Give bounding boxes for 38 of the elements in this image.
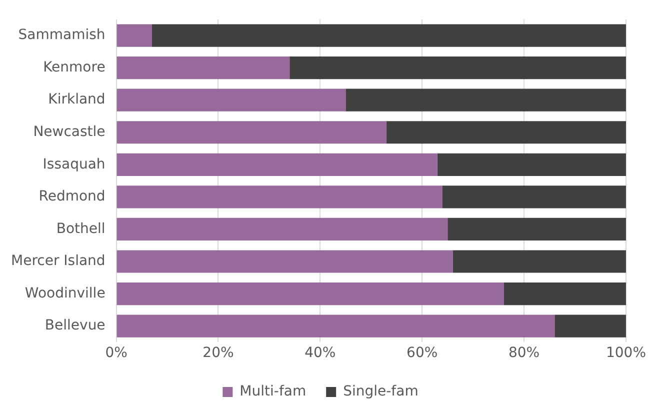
y-tick-label: Kenmore bbox=[43, 59, 106, 76]
bar bbox=[152, 24, 626, 47]
bar bbox=[290, 56, 626, 80]
y-tick-label: Issaquah bbox=[42, 156, 106, 172]
bar bbox=[116, 88, 346, 112]
bar bbox=[116, 250, 453, 273]
bar bbox=[116, 314, 555, 338]
y-tick-label: Mercer Island bbox=[10, 253, 106, 270]
y-tick-label: Newcastle bbox=[33, 124, 106, 140]
y-tick-label: Redmond bbox=[38, 188, 106, 205]
y-tick-label: Sammamish bbox=[18, 27, 106, 44]
bar bbox=[116, 282, 504, 306]
y-tick-label: Bellevue bbox=[44, 318, 106, 334]
bar bbox=[448, 218, 626, 241]
bar bbox=[554, 314, 626, 338]
bar bbox=[442, 186, 626, 208]
bar bbox=[116, 56, 290, 80]
legend-label: Single-fam bbox=[343, 384, 418, 400]
bar bbox=[116, 186, 443, 208]
bar bbox=[116, 24, 152, 47]
x-tick-label: 100% bbox=[606, 345, 646, 362]
bar bbox=[116, 121, 386, 144]
y-tick-label: Woodinville bbox=[24, 285, 106, 302]
x-tick-label: 20% bbox=[202, 345, 234, 362]
bar bbox=[116, 153, 438, 176]
bar bbox=[386, 121, 626, 144]
bar bbox=[452, 250, 626, 273]
bar bbox=[504, 282, 626, 306]
y-tick-label: Kirkland bbox=[48, 92, 106, 108]
x-tick-label: 80% bbox=[508, 345, 540, 362]
bar bbox=[437, 153, 626, 176]
bar bbox=[346, 88, 626, 112]
legend-label: Multi-fam bbox=[240, 384, 306, 400]
x-tick-label: 40% bbox=[304, 345, 336, 362]
x-tick-label: 60% bbox=[406, 345, 438, 362]
bar bbox=[116, 218, 448, 241]
x-tick-label: 0% bbox=[105, 345, 128, 362]
y-tick-label: Bothell bbox=[56, 220, 106, 237]
